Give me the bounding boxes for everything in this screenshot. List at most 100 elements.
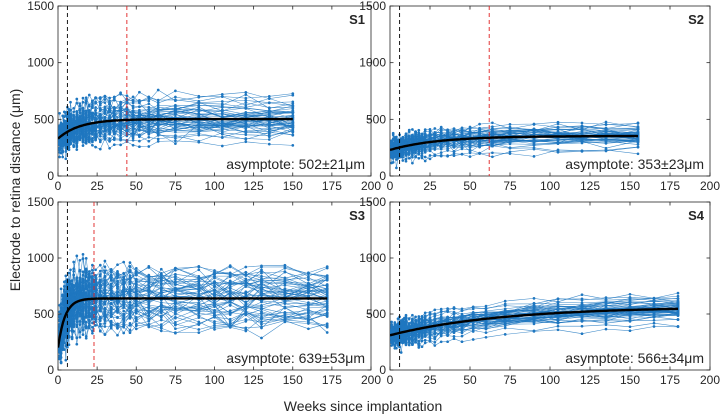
electrode-point [636, 132, 640, 135]
electrode-point [407, 139, 411, 143]
electrode-point [197, 304, 201, 307]
electrode-point [81, 328, 85, 332]
electrode-point [75, 145, 79, 149]
electrode-point [112, 125, 116, 128]
electrode-point [138, 135, 141, 139]
electrode-point [116, 263, 119, 267]
electrode-point [260, 264, 263, 268]
electrode-point [91, 132, 94, 136]
electrode-point [134, 322, 138, 326]
electrode-point [452, 152, 456, 156]
electrode-point [116, 316, 119, 320]
electrode-point [84, 142, 88, 145]
electrode-point [98, 97, 102, 101]
electrode-point [197, 113, 201, 117]
electrode-point [84, 131, 88, 135]
electrode-point [91, 321, 94, 325]
electrode-point [478, 140, 481, 143]
electrode-point [636, 145, 640, 149]
electrode-point [604, 120, 608, 124]
electrode-point [468, 140, 472, 144]
electrode-point [197, 99, 201, 103]
electrode-point [98, 102, 102, 105]
electrode-point [59, 121, 63, 125]
electrode-point [78, 133, 82, 137]
electrode-point [67, 343, 71, 347]
electrode-point [174, 323, 177, 327]
electrode-point [91, 317, 94, 321]
electrode-point [174, 315, 177, 319]
electrode-point [131, 124, 135, 127]
electrode-point [103, 132, 107, 136]
asymptote-label: asymptote: 502±21μm [226, 156, 365, 172]
y-tick-label: 1500 [27, 0, 54, 13]
electrode-point [147, 108, 151, 111]
electrode-point [401, 138, 405, 141]
electrode-point [556, 125, 560, 129]
electrode-point [128, 331, 132, 335]
electrode-point [119, 107, 122, 111]
electrode-point [103, 265, 107, 269]
electrode-point [395, 158, 398, 161]
electrode-point [260, 268, 263, 272]
panel-s3: 0 25 50 75 100 125 150 175 200050010001500S3asym… [27, 195, 381, 387]
electrode-point [491, 121, 494, 125]
electrode-point [401, 159, 405, 162]
electrode-point [291, 121, 295, 125]
electrode-point [81, 139, 85, 143]
electrode-point [138, 105, 141, 109]
electrode-point [174, 128, 177, 132]
electrode-point [81, 100, 85, 104]
electrode-point [325, 322, 329, 326]
electrode-point [147, 112, 151, 116]
electrode-point [460, 126, 464, 130]
electrode-point [411, 148, 414, 152]
electrode-point [112, 95, 116, 99]
electrode-point [439, 153, 443, 157]
electrode-point [78, 117, 82, 120]
panel-s1: 0 25 50 75 100 125 150 175 200050010001500S1asym… [27, 0, 381, 193]
electrode-point [267, 135, 271, 139]
electrode-point [420, 136, 424, 139]
electrode-point [108, 123, 111, 127]
electrode-point [244, 121, 248, 125]
electrode-point [428, 154, 432, 157]
electrode-point [197, 124, 201, 128]
electrode-point [423, 150, 427, 153]
electrode-point [391, 133, 395, 137]
electrode-point [244, 326, 248, 330]
electrode-point [75, 342, 79, 346]
electrode-point [267, 124, 271, 128]
electrode-point [468, 132, 472, 136]
electrode-point [81, 270, 85, 274]
x-tick-label: 150 [283, 179, 303, 193]
electrode-point [156, 128, 160, 132]
electrode-point [420, 152, 424, 155]
electrode-point [580, 121, 584, 125]
electrode-point [112, 107, 116, 111]
electrode-point [94, 96, 97, 99]
electrode-point [407, 156, 411, 160]
electrode-point [401, 152, 405, 156]
electrode-point [125, 101, 129, 105]
electrode-point [244, 125, 248, 128]
electrode-point [267, 126, 271, 130]
electrode-point [122, 309, 126, 313]
electrode-point [125, 107, 129, 110]
electrode-point [244, 103, 248, 107]
electrode-point [417, 140, 421, 143]
electrode-point [433, 134, 437, 138]
electrode-point [62, 138, 66, 142]
electrode-point [174, 89, 177, 93]
electrode-point [98, 147, 102, 151]
electrode-point [508, 138, 512, 141]
electrode-point [103, 333, 107, 336]
electrode-point [423, 138, 427, 142]
electrode-point [420, 139, 424, 143]
axes-box [389, 5, 711, 177]
electrode-point [244, 99, 248, 102]
electrode-point [174, 95, 177, 99]
electrode-point [244, 140, 248, 144]
electrode-point [411, 153, 414, 157]
electrode-point [87, 112, 91, 116]
